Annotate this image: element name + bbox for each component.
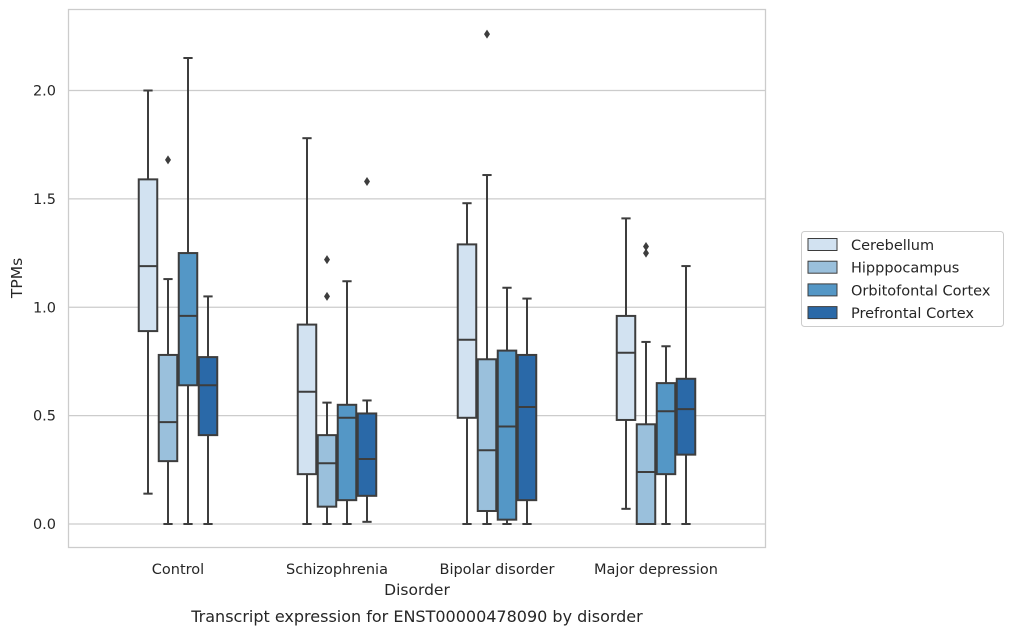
box-orbitofontal-cortex xyxy=(655,345,677,525)
legend-label: Prefrontal Cortex xyxy=(851,306,974,322)
box-prefrontal-cortex xyxy=(356,177,378,523)
box-iqr xyxy=(177,252,199,387)
box-iqr xyxy=(516,353,538,502)
legend-label: Orbitofontal Cortex xyxy=(851,283,991,299)
x-axis-title: Disorder xyxy=(384,581,450,599)
legend-frame xyxy=(801,231,1004,327)
box-iqr xyxy=(615,314,637,421)
y-tick-label: 2.0 xyxy=(33,84,56,100)
box-iqr xyxy=(137,178,159,333)
outlier-point xyxy=(364,177,370,187)
box-iqr xyxy=(456,243,478,419)
plot-frame xyxy=(67,8,767,549)
figure-caption: Transcript expression for ENST0000047809… xyxy=(190,607,643,626)
box-hipppocampus xyxy=(316,255,338,525)
x-tick-labels: Control Schizophrenia Bipolar disorder Majo… xyxy=(152,562,718,578)
y-tick-label: 1.0 xyxy=(33,300,56,316)
y-tick-label: 1.5 xyxy=(33,192,56,208)
box-cerebellum xyxy=(615,217,637,510)
box-cerebellum xyxy=(296,137,318,525)
box-iqr xyxy=(655,382,677,476)
box-iqr xyxy=(635,423,657,526)
outlier-point xyxy=(165,155,171,165)
box-iqr xyxy=(316,434,338,508)
legend-swatch xyxy=(807,306,838,320)
y-tick-label: 0.5 xyxy=(33,409,56,425)
box-hipppocampus xyxy=(476,29,498,525)
box-prefrontal-cortex xyxy=(516,297,538,525)
outlier-point xyxy=(484,29,490,39)
x-tick-label: Control xyxy=(152,562,204,578)
box-iqr xyxy=(296,323,318,476)
box-orbitofontal-cortex xyxy=(496,286,518,525)
outlier-point xyxy=(643,248,649,258)
box-cerebellum xyxy=(456,202,478,525)
box-orbitofontal-cortex xyxy=(177,56,199,525)
legend: Cerebellum Hipppocampus Orbitofontal Corte… xyxy=(801,231,1004,327)
box-iqr xyxy=(197,356,219,437)
outlier-point xyxy=(324,291,330,301)
box-hipppocampus xyxy=(157,155,179,525)
y-tick-labels: 0.0 0.5 1.0 1.5 2.0 xyxy=(33,84,56,534)
outlier-point xyxy=(643,242,649,252)
box-iqr xyxy=(675,377,697,456)
x-tick-label: Major depression xyxy=(594,562,718,578)
y-axis-title: TPMs xyxy=(8,258,26,299)
legend-swatch xyxy=(807,260,838,274)
legend-swatch xyxy=(807,238,838,251)
box-orbitofontal-cortex xyxy=(336,280,358,525)
y-tick-label: 0.0 xyxy=(33,517,56,533)
outlier-point xyxy=(324,255,330,265)
box-cerebellum xyxy=(137,89,159,495)
legend-label: Hipppocampus xyxy=(851,261,959,277)
boxplots xyxy=(137,29,697,526)
box-iqr xyxy=(336,403,358,502)
box-prefrontal-cortex xyxy=(675,265,697,525)
box-iqr xyxy=(496,349,518,521)
x-tick-label: Bipolar disorder xyxy=(440,562,555,578)
legend-swatch xyxy=(807,283,838,297)
box-iqr xyxy=(356,412,378,497)
box-prefrontal-cortex xyxy=(197,295,219,525)
legend-label: Cerebellum xyxy=(851,238,934,254)
box-hipppocampus xyxy=(635,242,657,526)
x-tick-label: Schizophrenia xyxy=(286,562,388,578)
box-iqr xyxy=(157,353,179,463)
box-iqr xyxy=(476,358,498,512)
